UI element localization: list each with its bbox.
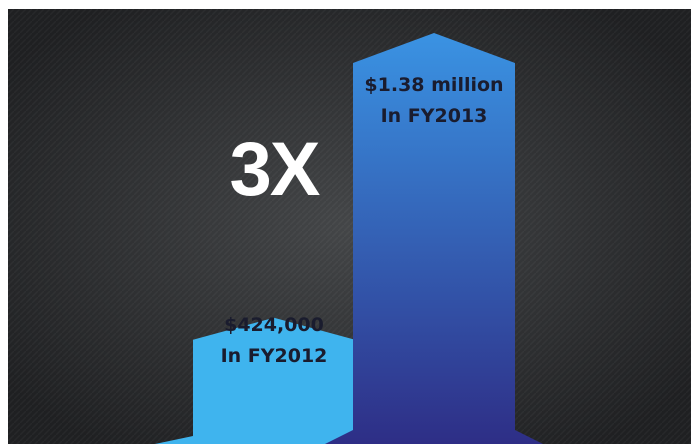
growth-multiplier-annotation: 3X: [230, 127, 321, 212]
chart-svg: 3X $1.38 million In FY2013 $424,000 In F…: [8, 9, 691, 444]
bars-layer: [155, 33, 543, 444]
bar-period-label-fy2012: In FY2012: [221, 345, 328, 367]
chart-stage: 3X $1.38 million In FY2013 $424,000 In F…: [8, 9, 691, 444]
bar-period-label-fy2013: In FY2013: [381, 105, 488, 127]
bar-value-label-fy2012: $424,000: [224, 314, 324, 336]
bar-label-fy2012: $424,000 In FY2012: [221, 314, 328, 367]
bar-fy2013: [325, 33, 543, 444]
bar-fy2012: [155, 317, 393, 444]
bar-value-label-fy2013: $1.38 million: [364, 74, 503, 96]
bar-label-fy2013: $1.38 million In FY2013: [364, 74, 503, 127]
